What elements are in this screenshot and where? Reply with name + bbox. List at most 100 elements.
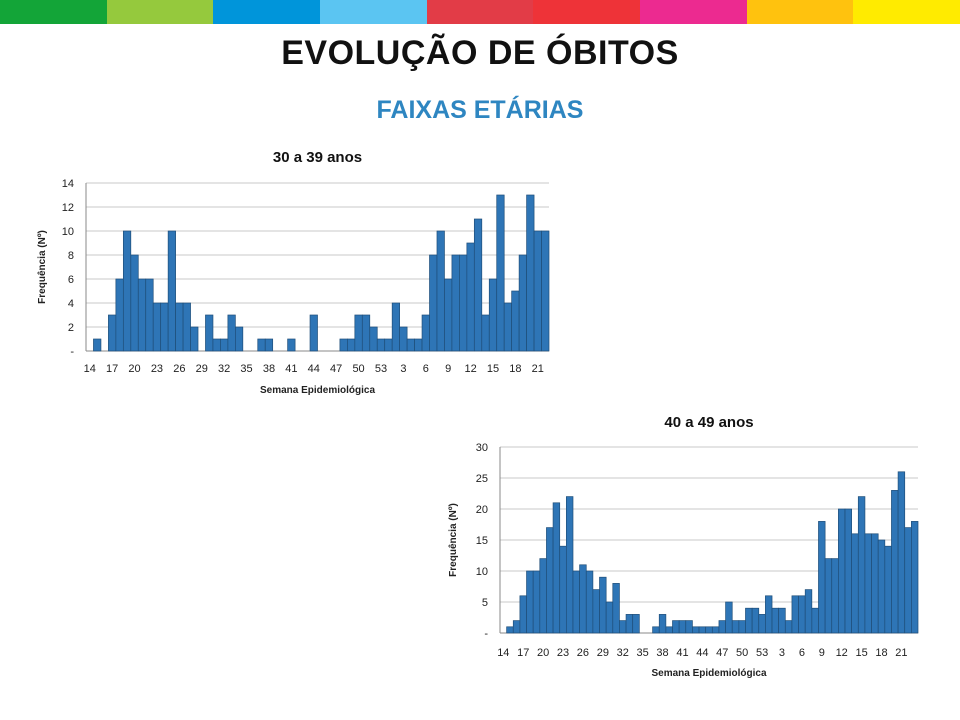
color-stripe [0,0,960,24]
bar [399,326,408,352]
bar [838,508,846,634]
x-tick-label: 53 [375,363,387,375]
x-tick-label: 50 [736,647,748,659]
stripe-segment-4 [320,0,427,24]
bar [376,338,386,352]
y-tick-label: 2 [68,322,74,334]
bar [257,338,266,352]
bar [93,338,102,352]
y-tick-label: 12 [62,202,74,214]
bar [911,521,919,634]
bar [758,614,766,634]
x-tick-label: 21 [895,647,907,659]
bar [851,533,859,634]
y-tick-label: 6 [68,274,74,286]
stripe-segment-7 [640,0,747,24]
bar [436,230,445,352]
bar [619,620,627,634]
x-tick-label: 32 [218,363,230,375]
bar [481,314,490,352]
bar [145,278,154,352]
x-tick-label: 20 [128,363,140,375]
bar [235,326,244,352]
bar [565,496,574,634]
bar [539,558,547,634]
bar [526,570,534,634]
bar [884,545,892,634]
bar [877,539,886,634]
x-tick-label: 18 [509,363,521,375]
stripe-segment-6 [533,0,641,24]
bar [804,589,813,634]
bar [466,242,475,352]
bar [108,314,117,352]
bar [287,338,296,352]
x-tick-label: 35 [240,363,252,375]
x-tick-label: 41 [676,647,688,659]
bar [652,626,660,634]
x-tick-label: 15 [487,363,499,375]
bar [718,620,726,634]
page-title: EVOLUÇÃO DE ÓBITOS [281,34,679,72]
bar [354,314,363,352]
bar [672,620,680,634]
bar [705,626,713,634]
bar [532,570,541,634]
bar [414,338,423,352]
bar [572,570,580,634]
bar [361,314,371,352]
bar [692,626,700,634]
bar [512,620,521,634]
bar [541,230,550,352]
x-tick-label: 47 [716,647,728,659]
bar [152,302,162,352]
bar [605,601,614,634]
bar [599,576,607,634]
page-subtitle: FAIXAS ETÁRIAS [376,96,584,124]
x-tick-label: 50 [352,363,364,375]
x-tick-label: 35 [637,647,649,659]
bar [798,595,806,634]
bar [612,583,620,634]
bar [506,626,514,634]
y-tick-label: 25 [476,473,488,485]
x-tick-label: 44 [696,647,708,659]
bar [264,338,274,352]
bar [503,302,513,352]
x-tick-label: 17 [517,647,529,659]
bar [459,254,468,352]
bar [227,314,236,352]
x-tick-label: 38 [263,363,275,375]
x-tick-label: 41 [285,363,297,375]
x-tick-label: 18 [875,647,887,659]
x-tick-label: 9 [445,363,451,375]
bar [115,278,124,352]
bar [778,607,786,634]
bar [518,254,527,352]
chart-title: 40 a 49 anos [664,414,753,431]
bar [765,595,773,634]
bar [824,558,833,634]
y-tick-label: 8 [68,250,74,262]
bar [220,338,229,352]
x-tick-label: 26 [173,363,185,375]
bar [731,620,740,634]
bar [429,254,438,352]
bar [711,626,720,634]
bar [658,614,667,634]
y-tick-label: 20 [476,504,488,516]
bar [451,254,460,352]
bar [369,326,378,352]
bar [818,521,826,634]
y-axis-label: Frequência (Nº) [448,503,459,577]
x-tick-label: 47 [330,363,342,375]
bar [857,496,866,634]
bar [791,595,799,634]
x-tick-label: 44 [308,363,320,375]
bar [831,558,839,634]
bar [725,601,733,634]
bar [745,607,753,634]
bar [137,278,147,352]
x-tick-label: 29 [597,647,609,659]
y-tick-label: - [70,346,74,358]
